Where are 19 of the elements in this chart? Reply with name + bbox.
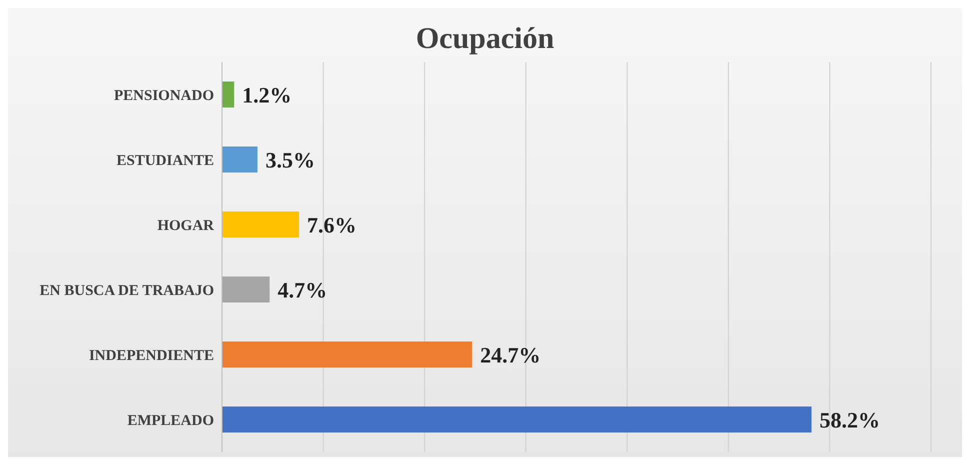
- y-tick-label: INDEPENDIENTE: [88, 348, 214, 364]
- bar: [222, 146, 258, 172]
- bar: [222, 406, 812, 432]
- chart-title: Ocupación: [414, 21, 556, 55]
- bar: [222, 276, 270, 302]
- data-label: 7.6%: [306, 212, 356, 238]
- data-label: 58.2%: [819, 408, 880, 432]
- bar: [222, 342, 472, 368]
- y-tick-label: ESTUDIANTE: [116, 152, 214, 169]
- y-tick-label: EMPLEADO: [127, 412, 214, 429]
- data-label: 24.7%: [480, 342, 541, 368]
- data-label: 1.2%: [242, 82, 292, 108]
- bar: [222, 212, 299, 238]
- y-tick-label: PENSIONADO: [114, 88, 214, 104]
- bar: [222, 82, 234, 108]
- data-label: 3.5%: [265, 148, 315, 172]
- data-label: 4.7%: [278, 278, 328, 302]
- y-tick-label: HOGAR: [157, 218, 214, 234]
- y-tick-label: EN BUSCA DE TRABAJO: [40, 282, 214, 299]
